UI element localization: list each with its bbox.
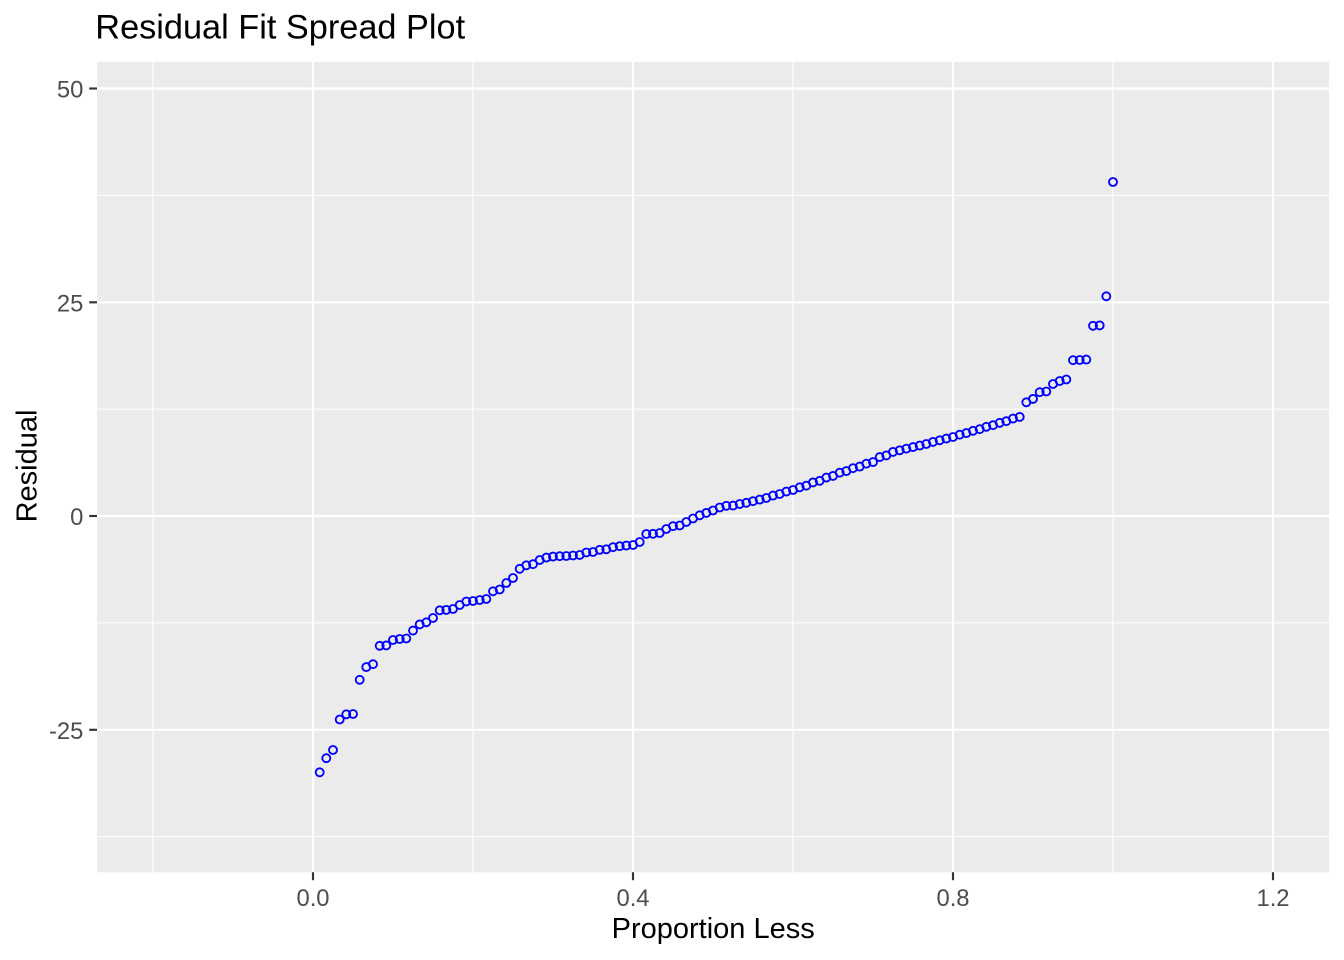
svg-text:1.2: 1.2	[1256, 885, 1289, 912]
svg-text:0: 0	[70, 504, 83, 531]
svg-text:50: 50	[57, 77, 83, 104]
svg-text:Proportion Less: Proportion Less	[612, 913, 815, 945]
svg-text:0.8: 0.8	[936, 885, 969, 912]
svg-text:Residual: Residual	[12, 410, 44, 523]
svg-text:0.0: 0.0	[296, 885, 329, 912]
svg-text:25: 25	[57, 290, 83, 317]
svg-text:0.4: 0.4	[616, 885, 649, 912]
svg-text:Residual Fit Spread Plot: Residual Fit Spread Plot	[95, 8, 465, 46]
svg-text:-25: -25	[49, 718, 83, 745]
